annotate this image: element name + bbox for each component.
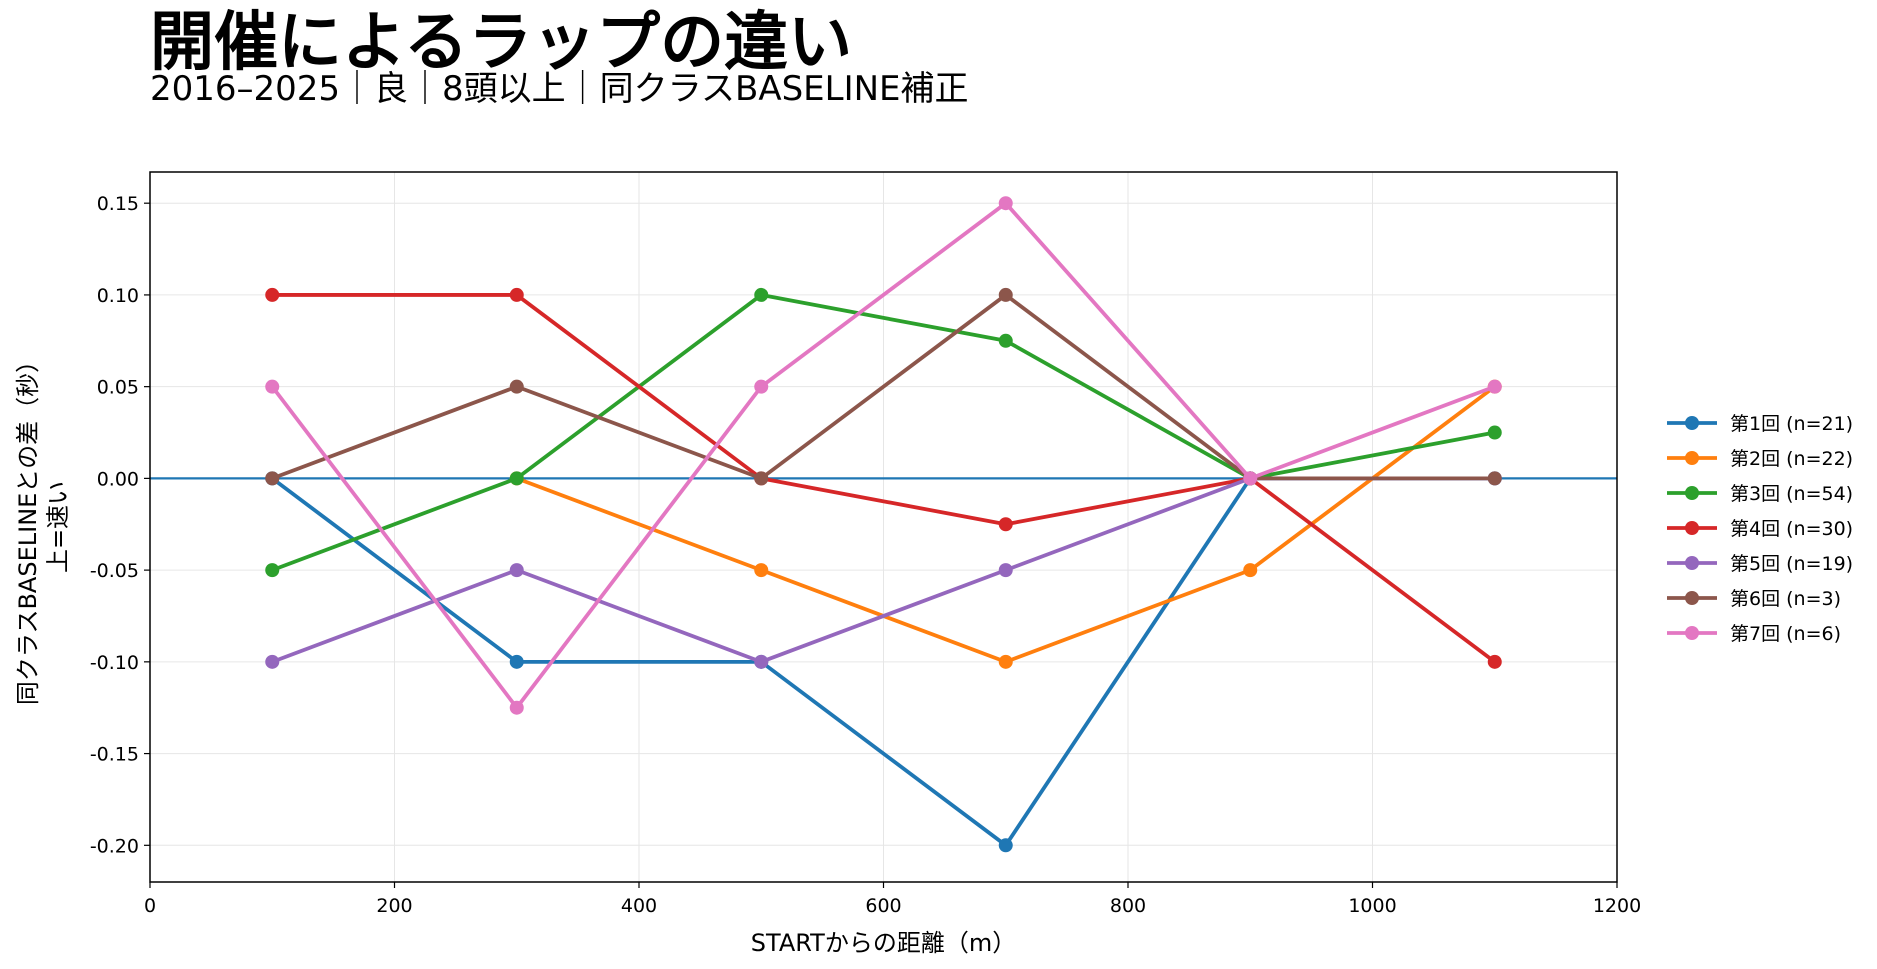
data-point [1487, 425, 1502, 440]
legend-item: 第6回 (n=3) [1667, 588, 1841, 610]
data-point [509, 654, 524, 669]
data-point [509, 379, 524, 394]
series-group [265, 287, 1502, 578]
data-point [754, 654, 769, 669]
data-point [1243, 563, 1258, 578]
legend-item: 第2回 (n=22) [1667, 448, 1853, 470]
series-group [265, 287, 1502, 486]
series-line [270, 201, 1496, 710]
legend-item: 第4回 (n=30) [1667, 518, 1853, 540]
legend-marker [1685, 451, 1699, 465]
data-point [509, 471, 524, 486]
data-point [265, 471, 280, 486]
x-tick-label: 200 [376, 895, 412, 917]
x-tick-label: 600 [865, 895, 901, 917]
data-point [754, 379, 769, 394]
legend-label: 第4回 (n=30) [1730, 518, 1853, 540]
data-point [265, 654, 280, 669]
data-point [509, 563, 524, 578]
legend-label: 第1回 (n=21) [1730, 413, 1853, 435]
legend-marker [1685, 486, 1699, 500]
data-point [998, 654, 1013, 669]
y-tick-label: 0.05 [97, 377, 139, 399]
legend-item: 第1回 (n=21) [1667, 413, 1853, 435]
data-point [998, 517, 1013, 532]
data-point [998, 563, 1013, 578]
y-tick-label: 0.10 [97, 285, 139, 307]
legend-item: 第7回 (n=6) [1667, 623, 1841, 645]
y-tick-label: -0.10 [90, 652, 139, 674]
legend-label: 第5回 (n=19) [1730, 553, 1853, 575]
data-point [265, 563, 280, 578]
data-point [754, 471, 769, 486]
y-axis-label-line2: 上=速い [44, 481, 72, 573]
legend-label: 第3回 (n=54) [1730, 483, 1853, 505]
data-point [998, 838, 1013, 853]
series-line [271, 293, 1496, 572]
legend-label: 第2回 (n=22) [1730, 448, 1853, 470]
x-tick-label: 0 [144, 895, 156, 917]
data-point [1487, 379, 1502, 394]
legend-label: 第6回 (n=3) [1730, 588, 1841, 610]
y-tick-label: 0.15 [97, 193, 139, 215]
legend-item: 第3回 (n=54) [1667, 483, 1853, 505]
x-tick-label: 800 [1110, 895, 1146, 917]
x-tick-label: 1200 [1593, 895, 1641, 917]
data-point [754, 287, 769, 302]
y-tick-label: -0.15 [90, 744, 139, 766]
series-line [272, 293, 1496, 664]
data-point [509, 700, 524, 715]
legend: 第1回 (n=21) 第2回 (n=22) 第3回 (n=54) 第4回 (n=30)… [1667, 413, 1853, 645]
x-axis-ticks: 0 200 400 600 800 1000 1200 [144, 882, 1641, 917]
y-axis-label: 同クラスBASELINEとの差（秒） 上=速い [14, 349, 72, 705]
legend-marker [1685, 521, 1699, 535]
y-axis-label-line1: 同クラスBASELINEとの差（秒） [14, 349, 42, 705]
x-axis-label: STARTからの距離（m） [751, 929, 1016, 957]
legend-marker [1685, 416, 1699, 430]
grid [149, 172, 1618, 882]
x-tick-label: 1000 [1348, 895, 1396, 917]
data-point [265, 287, 280, 302]
legend-marker [1685, 591, 1699, 605]
series-group [265, 196, 1502, 715]
series-line [271, 293, 1495, 481]
legend-marker [1685, 556, 1699, 570]
x-tick-label: 400 [621, 895, 657, 917]
plot-lines [265, 196, 1502, 853]
y-tick-label: 0.00 [97, 468, 139, 490]
data-point [509, 287, 524, 302]
chart-subtitle: 2016–2025｜良｜8頭以上｜同クラスBASELINE補正 [150, 69, 969, 109]
legend-label: 第7回 (n=6) [1730, 623, 1841, 645]
legend-marker [1685, 626, 1699, 640]
data-point [998, 333, 1013, 348]
y-tick-label: -0.05 [90, 560, 139, 582]
legend-item: 第5回 (n=19) [1667, 553, 1853, 575]
data-point [265, 379, 280, 394]
data-point [1243, 471, 1258, 486]
data-point [998, 287, 1013, 302]
data-point [998, 196, 1013, 211]
data-point [754, 563, 769, 578]
chart-title: 開催によるラップの違い [150, 6, 852, 80]
data-point [1487, 471, 1502, 486]
data-point [1487, 654, 1502, 669]
y-tick-label: -0.20 [90, 835, 139, 857]
y-axis-ticks: 0.15 0.10 0.05 0.00 -0.05 -0.10 -0.15 -0.20 [90, 193, 150, 857]
